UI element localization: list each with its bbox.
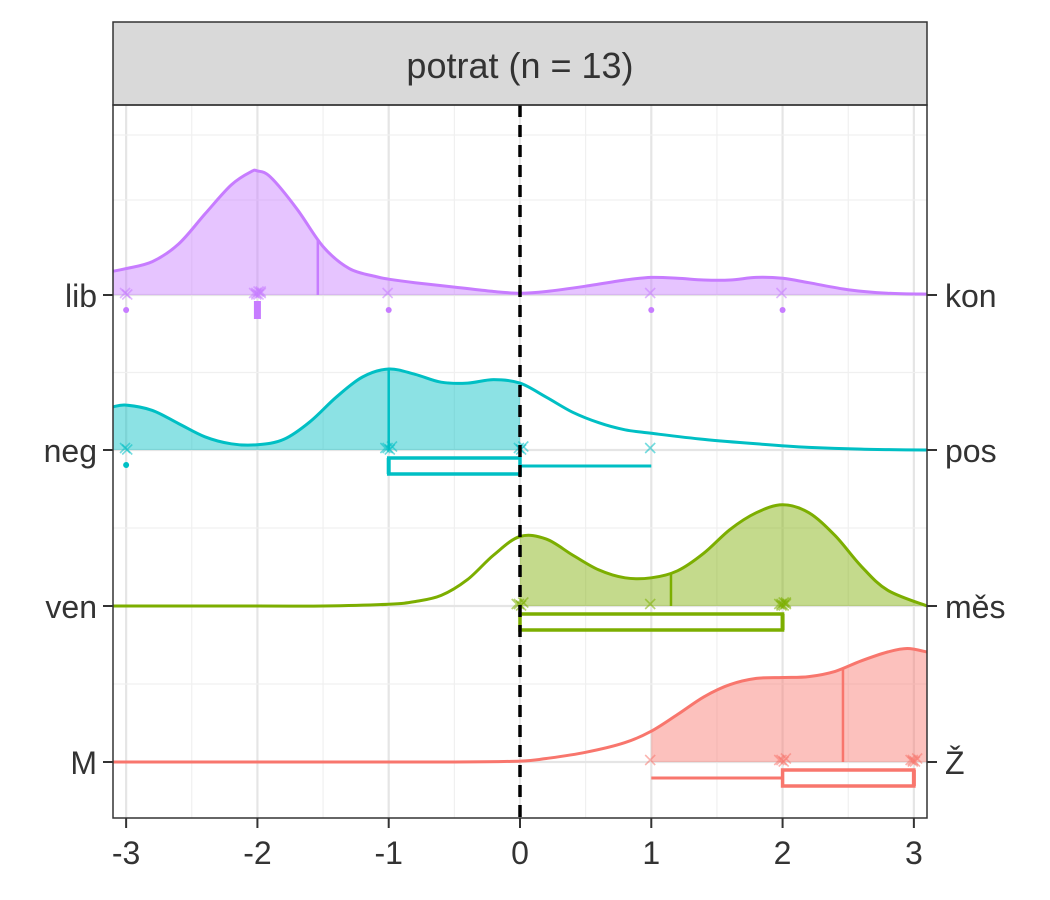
data-point-marker [255, 287, 267, 299]
y-label-right: Ž [945, 745, 965, 781]
panel-title: potrat (n = 13) [406, 45, 633, 86]
data-point-marker [907, 755, 919, 768]
data-point-marker [644, 442, 656, 454]
data-point-marker [773, 754, 785, 766]
density-area [113, 170, 927, 295]
axes: lib kon neg pos ven měs M Ž -3 -2 -1 0 1 2 3 [44, 278, 1006, 871]
data-point-marker [780, 598, 792, 610]
density-curve [113, 503, 928, 608]
ridge-row-lib [112, 168, 928, 319]
ridge-row-M [113, 646, 928, 788]
x-tick-label: 1 [642, 835, 660, 871]
y-label-left: lib [65, 278, 97, 314]
ridge-row-neg [112, 367, 928, 476]
data-point-marker [644, 287, 656, 299]
facet-strip: potrat (n = 13) [112, 21, 928, 106]
y-label-left: M [70, 745, 97, 781]
density-curve [113, 646, 928, 764]
density-curve [112, 367, 928, 452]
ridge-row-ven [113, 503, 928, 632]
data-point-marker [644, 598, 656, 610]
data-point-marker [121, 443, 133, 456]
outlier-point [385, 307, 392, 313]
x-tick-label: -2 [243, 835, 271, 871]
density-area [520, 504, 927, 606]
density-area [651, 648, 927, 762]
y-label-right: kon [945, 278, 997, 314]
density-area [113, 368, 520, 450]
x-tick-label: -3 [112, 835, 140, 871]
data-point-marker [382, 287, 394, 299]
data-point-marker [780, 752, 792, 765]
data-point-marker [644, 754, 656, 766]
data-point-marker [386, 440, 398, 453]
y-label-right: pos [945, 433, 997, 469]
x-tick-label: 0 [511, 835, 529, 871]
outlier-point [648, 307, 655, 313]
data-point-marker [379, 442, 391, 454]
x-tick-label: 2 [774, 835, 792, 871]
y-label-right: měs [945, 589, 1005, 625]
data-point-marker [121, 288, 133, 301]
outlier-point [123, 462, 130, 468]
outlier-point [779, 307, 786, 313]
outlier-point [123, 307, 130, 313]
x-tick-label: 3 [905, 835, 923, 871]
y-label-left: neg [44, 433, 97, 469]
ridge-rows [112, 168, 928, 788]
data-point-marker [775, 287, 788, 299]
y-label-left: ven [45, 589, 97, 625]
x-tick-label: -1 [374, 835, 402, 871]
outlier-stack [253, 301, 261, 319]
density-curve [112, 168, 928, 296]
